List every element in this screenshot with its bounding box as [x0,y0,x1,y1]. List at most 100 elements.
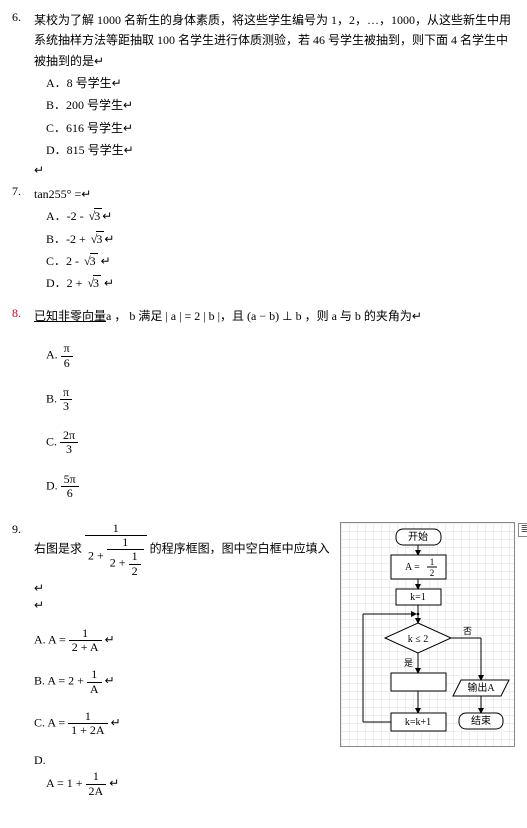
q9c-den: 1 + 2A [68,724,107,737]
q9b-num: 1 [87,668,102,682]
cf-l2n: 1 [107,536,144,550]
cf-l2a: 2 + [88,549,104,563]
q7c-sign: 2 - [66,254,82,268]
fc-init-n: 1 [430,557,435,567]
q9-options: A. A = 12 + A ↵ B. A = 2 + 1A ↵ C. A = 1… [34,627,330,798]
fraction: 1 2 + 1 2 [107,536,144,578]
fc-yes: 是 [404,658,413,668]
fraction: 11 + 2A [68,710,107,737]
q7-opt-b: B．-2 + 3↵ [46,230,515,249]
fraction: π6 [61,342,73,369]
fraction: 5π6 [61,473,79,500]
q8-opt-b: B. π3 [46,386,515,413]
q8c-num: 2π [60,429,78,443]
q7b-lead: B． [46,232,66,246]
q7a-lead: A． [46,209,67,223]
q9c-num: 1 [68,710,107,724]
q8-stem-3: 满足 | a | = 2 | b |，且 (a − b) ⊥ b ，则 a 与 … [138,309,422,323]
q7-number: 7. [12,184,34,296]
q7c-tail: ↵ [98,254,111,268]
sqrt-icon: 3 [89,230,105,249]
q6-mark: ↵ [34,163,515,178]
q8-stem-2: a ， b [106,309,138,323]
q9d-den: 2A [86,785,107,798]
q7b-rad: 3 [96,231,104,246]
q6-opt-c: C．616 号学生↵ [46,119,515,138]
q9-opt-d: D. A = 1 + 12A ↵ [34,751,330,798]
fc-init-d: 2 [430,568,435,578]
fc-init-l: A = [405,562,420,573]
q7c-lead: C． [46,254,66,268]
cf-l3n: 1 [129,550,141,564]
q8b-num: π [60,386,72,400]
cf-l3: 2 + 1 2 [107,550,144,577]
sqrt-icon: 3 [85,274,101,293]
q8b-den: 3 [60,400,72,413]
q7-stem: tan255° =↵ [34,184,515,204]
q6-opt-a: A．8 号学生↵ [46,74,515,93]
q6-options: A．8 号学生↵ B．200 号学生↵ C．616 号学生↵ D．815 号学生… [34,74,515,160]
q6-opt-b: B．200 号学生↵ [46,96,515,115]
q8-opt-d: D. 5π6 [46,473,515,500]
q9b-lead: B. A = 2 + [34,674,84,688]
fraction: π3 [60,386,72,413]
q7c-rad: 3 [90,253,98,268]
fraction: 12 + A [69,627,102,654]
q9a-num: 1 [69,627,102,641]
cf-top: 1 [85,522,147,536]
fc-start: 开始 [408,530,428,543]
q8b-lead: B. [46,391,60,405]
q8c-den: 3 [60,443,78,456]
q8d-den: 6 [61,487,79,500]
q9-left: 右图是求 1 2 + 1 2 + 1 [34,522,330,812]
q9c-tail: ↵ [111,715,121,729]
q7a-rad: 3 [94,208,102,223]
anchor-icon: ≣ [518,523,527,537]
cf-l3d: 2 [129,565,141,578]
q8-options: A. π6 B. π3 C. 2π3 D. 5π6 [34,342,515,500]
cf-l3a: 2 + [110,556,126,570]
q7b-sign: -2 + [66,232,89,246]
fc-cond: k ≤ 2 [408,634,429,645]
q8-opt-c: C. 2π3 [46,429,515,456]
q9d-num: 1 [86,770,107,784]
q9a-lead: A. A = [34,633,66,647]
fraction: 1 2 [129,550,141,577]
q9-opt-a: A. A = 12 + A ↵ [34,627,330,654]
q6-stem: 某校为了解 1000 名新生的身体素质，将这些学生编号为 1，2，…，1000，… [34,10,515,71]
question-8: 8. 已知非零向量a ， b 满足 | a | = 2 | b |，且 (a −… [12,306,515,516]
q7-opt-c: C．2 - 3 ↵ [46,252,515,271]
continued-fraction: 1 2 + 1 2 + 1 2 [85,522,147,578]
q9a-tail: ↵ [105,633,115,647]
q8-opt-a: A. π6 [46,342,515,369]
q9-stem: 右图是求 1 2 + 1 2 + 1 [34,522,330,598]
q7-options: A．-2 - 3↵ B．-2 + 3↵ C．2 - 3 ↵ D．2 + 3 ↵ [34,207,515,293]
spacer: ↵ [34,598,330,613]
q8-stem: 已知非零向量a ， b 满足 | a | = 2 | b |，且 (a − b)… [34,306,515,326]
q9d-lead: D. [34,753,46,767]
q7-opt-a: A．-2 - 3↵ [46,207,515,226]
q8a-num: π [61,342,73,356]
sqrt-icon: 3 [87,207,103,226]
fraction: 1A [87,668,102,695]
flowchart-svg: 开始 A = 1 2 k=1 k ≤ 2 [341,523,516,748]
question-9: 9. 右图是求 1 2 + 1 2 + [12,522,515,812]
q8d-num: 5π [61,473,79,487]
q9-opt-c: C. A = 11 + 2A ↵ [34,710,330,737]
cf-l2: 2 + 1 2 + 1 2 [85,536,147,578]
q8-stem-1: 已知非零向量 [34,309,106,323]
flowchart: ≣ 开始 A = 1 2 k=1 [340,522,515,747]
q8c-lead: C. [46,435,60,449]
q9d-sub: A = 1 + 12A ↵ [46,776,119,790]
q7d-sign: 2 + [67,276,86,290]
q6-opt-d: D．815 号学生↵ [46,141,515,160]
q9-stem-left: 右图是求 [34,542,82,556]
q7d-lead: D． [46,276,67,290]
q7a-sign: -2 - [67,209,87,223]
q8a-den: 6 [61,357,73,370]
q7d-tail: ↵ [101,276,114,290]
q8-number: 8. [12,306,34,516]
fc-no: 否 [463,626,472,636]
q8a-lead: A. [46,348,61,362]
sqrt-icon: 3 [82,252,98,271]
